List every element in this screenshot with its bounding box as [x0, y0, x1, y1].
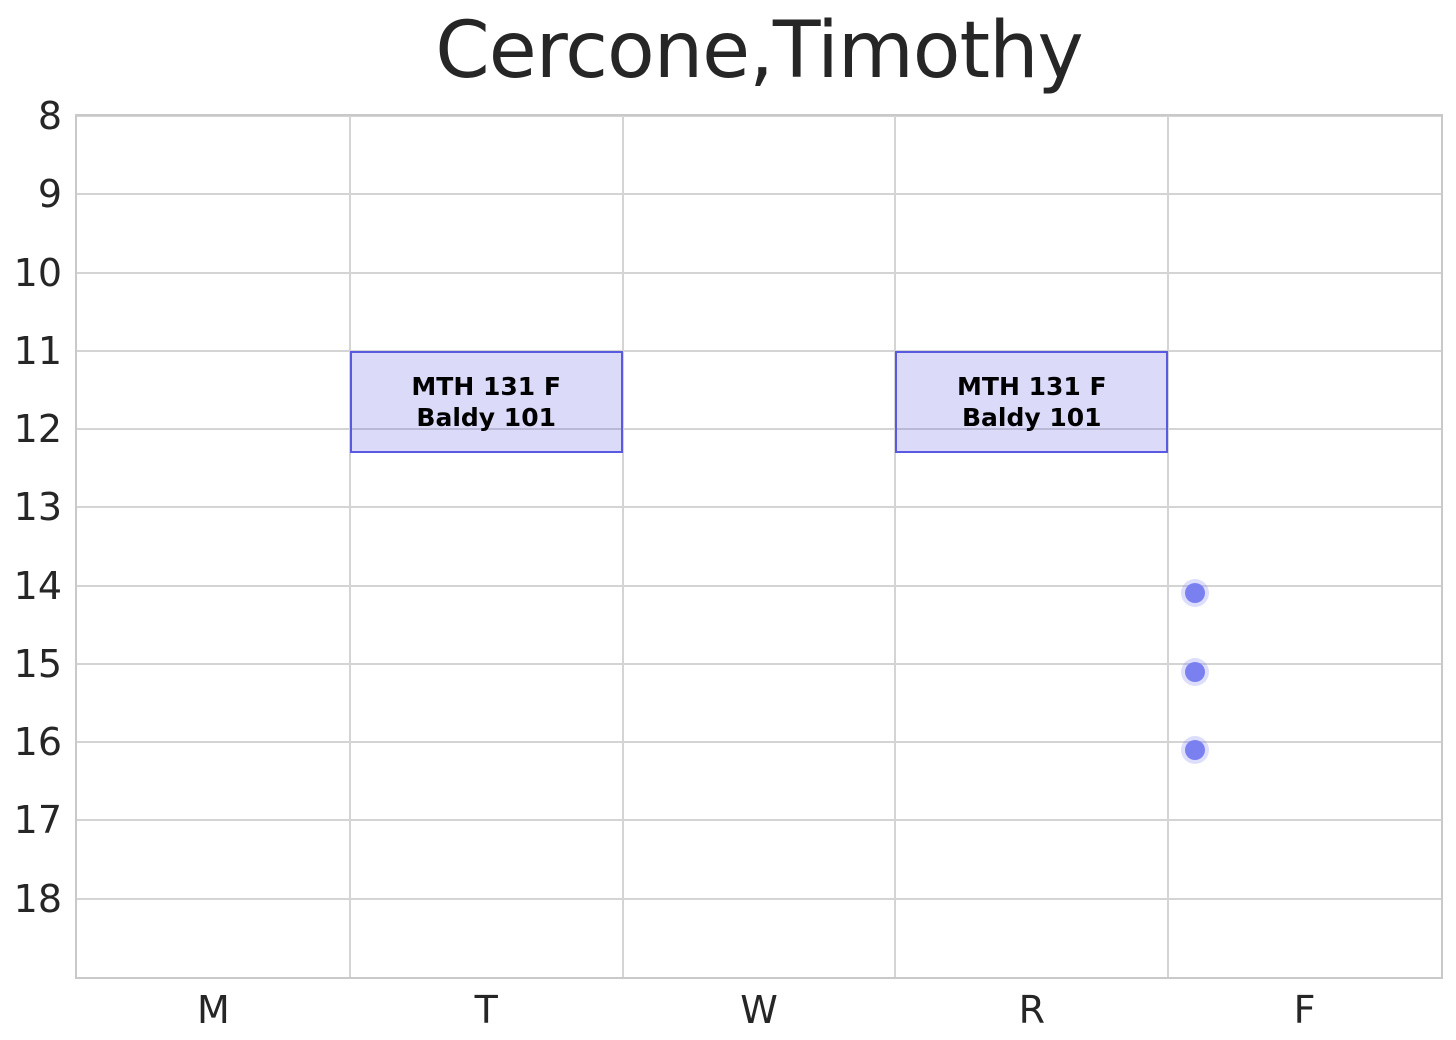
- x-tick-label: F: [1293, 988, 1316, 1032]
- hour-gridline: [77, 897, 1441, 900]
- y-tick-label: 8: [37, 94, 62, 138]
- y-tick-label: 16: [13, 720, 62, 765]
- day-gridline: [1167, 116, 1170, 977]
- x-tick-label: T: [474, 988, 498, 1032]
- hour-gridline: [77, 584, 1441, 587]
- y-tick-label: 11: [13, 328, 62, 373]
- x-tick-label: M: [196, 988, 230, 1032]
- hour-gridline: [77, 741, 1441, 744]
- event-label-line: Baldy 101: [416, 402, 556, 432]
- plot-frame: [75, 114, 1443, 979]
- event-label-line: MTH 131 F: [957, 371, 1107, 401]
- plot-area: MTH 131 F Baldy 101 MTH 131 F Baldy 101: [75, 114, 1443, 979]
- scatter-point: [1185, 661, 1206, 682]
- chart-title: Cercone,Timothy: [435, 6, 1083, 96]
- scatter-point: [1185, 740, 1206, 760]
- scatter-point: [1185, 583, 1206, 604]
- x-tick-label: R: [1018, 988, 1045, 1032]
- hour-gridline: [77, 271, 1441, 274]
- y-tick-label: 13: [13, 485, 62, 530]
- hour-gridline: [77, 349, 1441, 352]
- hour-gridline: [77, 662, 1441, 665]
- y-tick-label: 9: [37, 172, 62, 217]
- y-axis: 8 9 10 11 12 13 14 15 16 17 18: [0, 0, 62, 1040]
- event-label-line: Baldy 101: [962, 402, 1102, 432]
- hour-gridline: [77, 819, 1441, 822]
- event-block: MTH 131 F Baldy 101: [349, 350, 623, 453]
- y-tick-label: 17: [13, 798, 62, 843]
- day-gridline: [621, 116, 624, 977]
- y-tick-label: 12: [13, 407, 62, 452]
- hour-gridline: [77, 193, 1441, 196]
- hour-gridline: [77, 428, 1441, 431]
- event-label-line: MTH 131 F: [411, 371, 561, 401]
- day-gridline: [348, 116, 351, 977]
- x-tick-label: W: [740, 988, 778, 1032]
- y-tick-label: 14: [13, 563, 62, 608]
- day-gridline: [894, 116, 897, 977]
- y-tick-label: 15: [13, 641, 62, 686]
- y-tick-label: 10: [13, 250, 62, 295]
- hour-gridline: [77, 115, 1441, 117]
- y-tick-label: 18: [13, 876, 62, 921]
- event-block: MTH 131 F Baldy 101: [895, 350, 1169, 453]
- hour-gridline: [77, 506, 1441, 509]
